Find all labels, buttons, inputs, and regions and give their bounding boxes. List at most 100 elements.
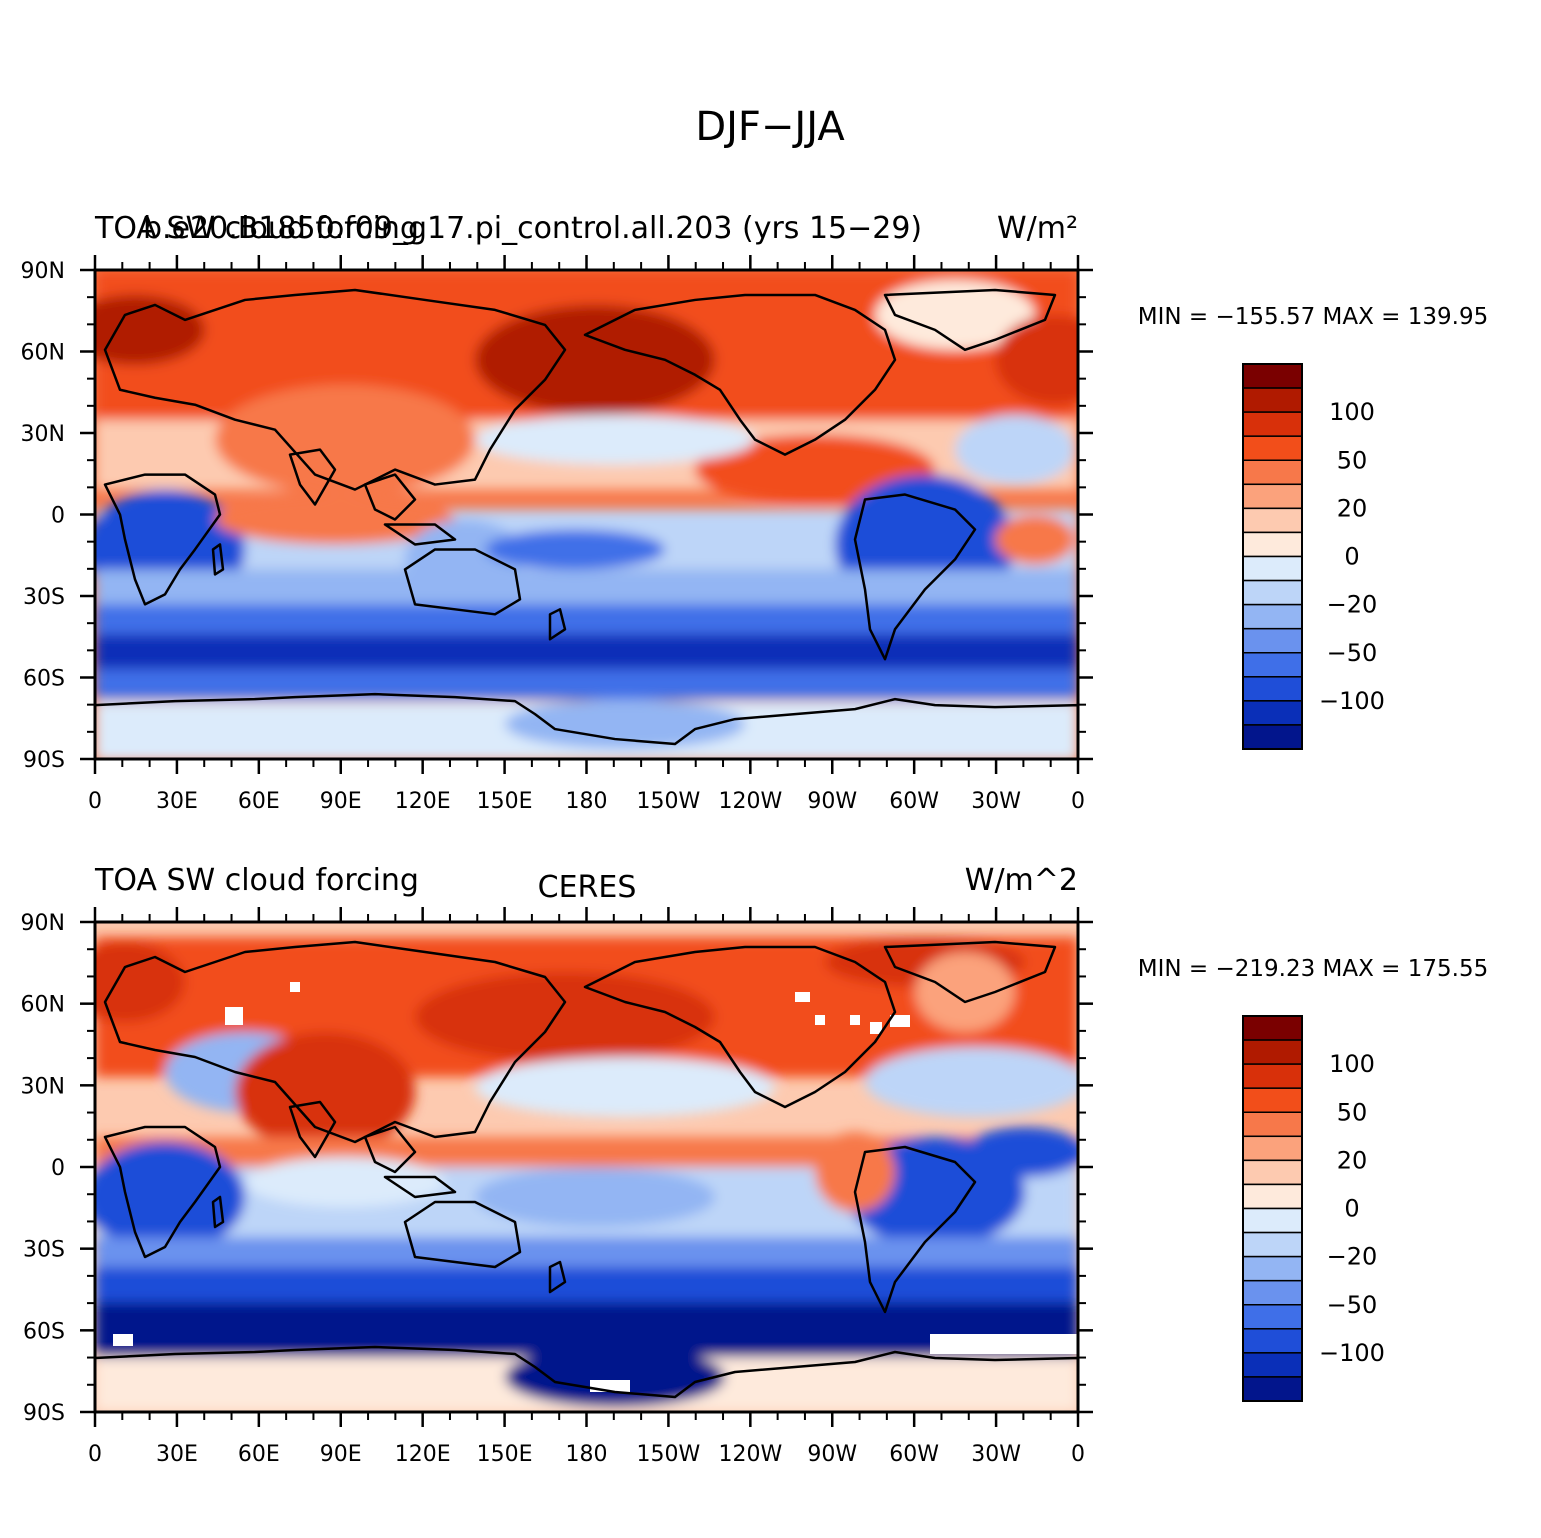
map-bottom-lon-label: 150W <box>637 1442 701 1467</box>
map-bottom-lon-label: 60W <box>889 1442 939 1467</box>
map-top-lat-label: 30N <box>21 422 65 447</box>
map-bottom-lat-label: 0 <box>51 1156 65 1181</box>
panel-model-overlay-title: b.e20.B1850.f09_g17.pi_control.all.203 (… <box>143 211 922 246</box>
map-top-lon-label: 120E <box>395 789 451 814</box>
colorbar-top-label: −50 <box>1327 639 1378 667</box>
colorbar-bottom-swatch <box>1242 1135 1303 1162</box>
colorbar-bottom-swatch <box>1242 1255 1303 1282</box>
map-bottom-lon-label: 90W <box>807 1442 857 1467</box>
map-top-lat-label: 30S <box>23 585 65 610</box>
map-top-lon-label: 120W <box>718 789 782 814</box>
colorbar-bottom-swatch <box>1242 1015 1303 1041</box>
map-bottom-lat-label: 90S <box>23 1401 65 1426</box>
map-top-lon-label: 90E <box>320 789 362 814</box>
map-bottom-lon-label: 30E <box>156 1442 198 1467</box>
panel-obs: TOA SW cloud forcing CERES W/m^2 0 30E 60E… <box>21 863 1489 1467</box>
map-bottom-lon-label: 0 <box>1071 1442 1085 1467</box>
colorbar-top-label: 0 <box>1344 543 1359 571</box>
colorbar-bottom-swatch <box>1242 1231 1303 1258</box>
colorbar-top-swatch <box>1242 603 1303 630</box>
colorbar-bottom-swatch <box>1242 1087 1303 1113</box>
map-bottom-lon-label: 30W <box>971 1442 1021 1467</box>
colorbar-top-swatch <box>1242 483 1303 510</box>
map-top-lon-label: 0 <box>1071 789 1085 814</box>
map-top-lon-label: 150W <box>637 789 701 814</box>
colorbar-top-swatch <box>1242 507 1303 534</box>
map-top-lat-label: 60S <box>23 667 65 692</box>
colorbar-bottom-swatch <box>1242 1328 1303 1354</box>
colorbar-top-label: 100 <box>1329 398 1375 426</box>
colorbar-top-swatch <box>1242 531 1303 558</box>
panel-model: TOA SW cloud forcing b.e20.B1850.f09_g17… <box>21 211 1489 814</box>
colorbar-bottom-label: −50 <box>1327 1291 1378 1319</box>
colorbar-bottom-label: 0 <box>1344 1195 1359 1223</box>
colorbar-bottom: 100 50 20 0 −20 −50 −100 <box>1242 1015 1385 1402</box>
map-top-lon-label: 30W <box>971 789 1021 814</box>
colorbar-top-label: −20 <box>1327 591 1378 619</box>
map-bottom-lat-label: 30S <box>23 1238 65 1263</box>
panel-model-units: W/m² <box>997 211 1078 246</box>
map-bottom-lon-label: 120E <box>395 1442 451 1467</box>
colorbar-top-swatch <box>1242 579 1303 606</box>
colorbar-bottom-swatch <box>1242 1111 1303 1138</box>
colorbar-top-swatch <box>1242 652 1303 678</box>
map-top <box>95 270 1078 759</box>
colorbar-top-swatch <box>1242 435 1303 461</box>
map-top-lon-label: 0 <box>88 789 102 814</box>
colorbar-top-swatch <box>1242 627 1303 654</box>
colorbar-bottom-label: −100 <box>1319 1339 1385 1367</box>
colorbar-top-swatch <box>1242 700 1303 726</box>
panel-obs-left-title: TOA SW cloud forcing <box>94 863 419 898</box>
map-top-lat-label: 90N <box>21 259 65 284</box>
panel-obs-center-title: CERES <box>538 870 637 905</box>
map-bottom-lon-label: 180 <box>566 1442 608 1467</box>
colorbar-top-label: −100 <box>1319 687 1385 715</box>
map-top-lat-label: 0 <box>51 504 65 529</box>
colorbar-top-label: 20 <box>1337 494 1368 522</box>
colorbar-top: 100 50 20 0 −20 −50 −100 <box>1242 363 1385 750</box>
colorbar-bottom-swatch <box>1242 1159 1303 1186</box>
colorbar-top-label: 50 <box>1337 446 1368 474</box>
map-bottom-ticks: 0 30E 60E 90E 120E 150E 180 150W 120W 90W 60W 30W 09… <box>21 907 1093 1467</box>
colorbar-bottom-swatch <box>1242 1039 1303 1065</box>
colorbar-bottom-swatch <box>1242 1183 1303 1210</box>
map-top-lon-label: 60W <box>889 789 939 814</box>
map-bottom-lat-label: 30N <box>21 1074 65 1099</box>
colorbar-top-swatch <box>1242 459 1303 486</box>
colorbar-bottom-label: 100 <box>1329 1050 1375 1078</box>
map-bottom-lat-label: 60S <box>23 1319 65 1344</box>
map-top-lon-label: 90W <box>807 789 857 814</box>
colorbar-top-swatch <box>1242 363 1303 389</box>
panel-model-left-title: TOA SW cloud forcing <box>94 211 419 246</box>
colorbar-top-swatch <box>1242 555 1303 582</box>
map-top-lat-label: 90S <box>23 748 65 773</box>
colorbar-bottom-swatch <box>1242 1207 1303 1234</box>
map-bottom-lat-label: 60N <box>21 993 65 1018</box>
map-bottom-lon-label: 150E <box>477 1442 533 1467</box>
colorbar-bottom-label: 50 <box>1337 1098 1368 1126</box>
colorbar-top-swatch <box>1242 387 1303 413</box>
colorbar-top-frame <box>1242 363 1303 750</box>
map-top-ticks: 0 30E 60E 90E 120E 150E 180 150W 120W 90W 60W 30W 09… <box>21 255 1093 814</box>
panel-obs-stats: MIN = −219.23 MAX = 175.55 <box>1138 956 1489 982</box>
panel-obs-units: W/m^2 <box>965 863 1078 898</box>
colorbar-bottom-label: 20 <box>1337 1146 1368 1174</box>
colorbar-bottom-swatch <box>1242 1304 1303 1330</box>
figure-title: DJF−JJA <box>695 104 845 150</box>
map-bottom-lat-label: 90N <box>21 911 65 936</box>
map-bottom-lon-label: 120W <box>718 1442 782 1467</box>
map-bottom-lon-label: 0 <box>88 1442 102 1467</box>
colorbar-bottom-swatch <box>1242 1376 1303 1402</box>
map-bottom-lon-label: 90E <box>320 1442 362 1467</box>
colorbar-top-swatch <box>1242 676 1303 702</box>
map-top-lat-label: 60N <box>21 341 65 366</box>
panel-model-stats: MIN = −155.57 MAX = 139.95 <box>1138 304 1489 330</box>
colorbar-bottom-swatch <box>1242 1352 1303 1378</box>
map-top-lon-label: 180 <box>566 789 608 814</box>
map-bottom <box>95 922 1078 1412</box>
colorbar-bottom-frame <box>1242 1015 1303 1402</box>
map-bottom-lon-label: 60E <box>238 1442 280 1467</box>
colorbar-top-swatch <box>1242 724 1303 750</box>
colorbar-top-swatch <box>1242 411 1303 437</box>
